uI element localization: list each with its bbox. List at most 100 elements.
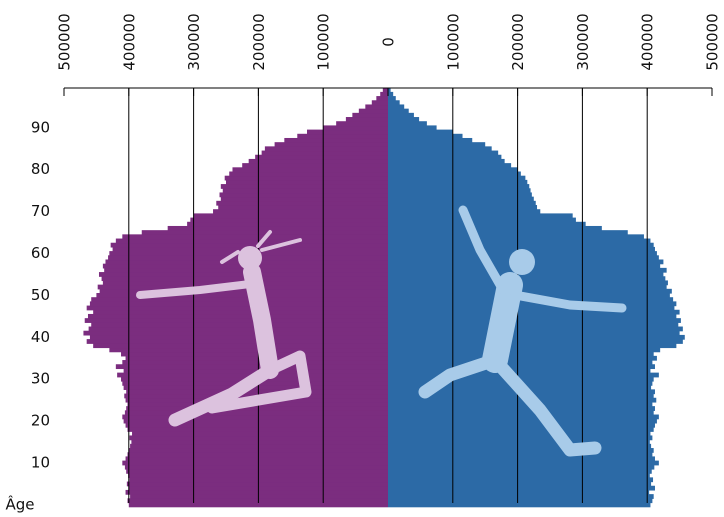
bar	[122, 234, 388, 240]
bar	[84, 318, 389, 323]
bar	[388, 87, 391, 93]
bar	[388, 343, 677, 349]
bar	[358, 108, 388, 114]
bar	[89, 301, 389, 307]
bar	[388, 456, 655, 462]
x-tick-label: 0	[380, 37, 398, 47]
bar	[193, 213, 388, 219]
bar	[388, 464, 655, 470]
bar	[388, 133, 463, 139]
bar	[388, 443, 652, 449]
bar	[352, 112, 388, 118]
bar	[388, 347, 661, 353]
y-tick-label: 70	[31, 202, 50, 220]
bar	[93, 343, 388, 349]
bar	[388, 91, 394, 97]
bar	[284, 137, 388, 143]
bar	[125, 422, 388, 428]
bar	[127, 427, 388, 432]
bar	[388, 175, 526, 181]
bar	[222, 188, 388, 194]
bar	[115, 364, 388, 370]
bar	[123, 368, 388, 374]
bar	[388, 171, 521, 177]
bar	[388, 305, 675, 311]
bar	[388, 213, 573, 219]
bar	[388, 330, 680, 336]
bar	[91, 322, 388, 328]
x-tick-label: 500000	[704, 13, 722, 70]
bar	[388, 334, 685, 340]
y-axis-label: Âge	[5, 495, 34, 514]
y-tick-label: 60	[31, 244, 50, 262]
bar	[388, 301, 677, 307]
bar	[388, 318, 681, 323]
bar	[388, 468, 652, 474]
bar	[99, 288, 388, 294]
bar	[261, 150, 388, 156]
bar	[388, 401, 653, 407]
bar	[91, 297, 388, 302]
bar	[388, 200, 536, 206]
bar	[388, 104, 405, 110]
bar	[382, 87, 388, 93]
bar	[220, 196, 388, 202]
bar	[388, 351, 654, 357]
bar	[388, 158, 505, 164]
bar	[307, 129, 388, 135]
bar	[388, 146, 492, 152]
bar	[128, 502, 389, 508]
bar	[388, 339, 683, 344]
bar	[388, 489, 650, 495]
bar	[388, 431, 651, 437]
bar	[388, 502, 651, 508]
bar	[388, 473, 650, 478]
x-tick-label: 100000	[315, 13, 333, 70]
bar	[371, 100, 388, 106]
bar	[125, 355, 388, 361]
bar	[187, 221, 388, 227]
bar	[131, 439, 388, 445]
bar	[388, 372, 659, 378]
bar	[218, 205, 388, 210]
bar	[248, 158, 388, 164]
x-tick-label: 300000	[185, 13, 203, 70]
bar	[388, 96, 396, 101]
bar	[388, 460, 659, 466]
bar	[121, 351, 389, 357]
bar	[388, 154, 502, 160]
y-tick-label: 50	[31, 286, 50, 304]
bar	[388, 360, 653, 365]
bar	[213, 209, 388, 214]
bar	[388, 112, 414, 118]
bar	[388, 452, 653, 458]
bar	[224, 175, 388, 181]
bar	[255, 154, 388, 160]
bar	[388, 364, 655, 370]
bar	[388, 355, 657, 361]
bar	[388, 117, 420, 122]
bar	[87, 313, 388, 319]
bar	[226, 179, 388, 185]
bar	[125, 456, 388, 462]
x-tick-label: 100000	[444, 13, 462, 70]
bar	[388, 221, 586, 227]
bar	[388, 284, 667, 290]
bar	[388, 418, 657, 424]
bar	[323, 125, 388, 131]
bar	[388, 276, 666, 282]
bar	[89, 334, 389, 340]
x-tick-label: 300000	[574, 13, 592, 70]
bar	[388, 427, 654, 432]
bar	[388, 238, 651, 244]
bar	[122, 460, 388, 466]
bar	[388, 481, 652, 487]
bar	[110, 242, 388, 248]
bar	[380, 91, 388, 97]
bar	[167, 225, 388, 231]
x-tick-label: 200000	[250, 13, 268, 70]
y-tick-label: 40	[31, 328, 50, 346]
bar	[388, 477, 654, 483]
bar	[242, 163, 388, 168]
